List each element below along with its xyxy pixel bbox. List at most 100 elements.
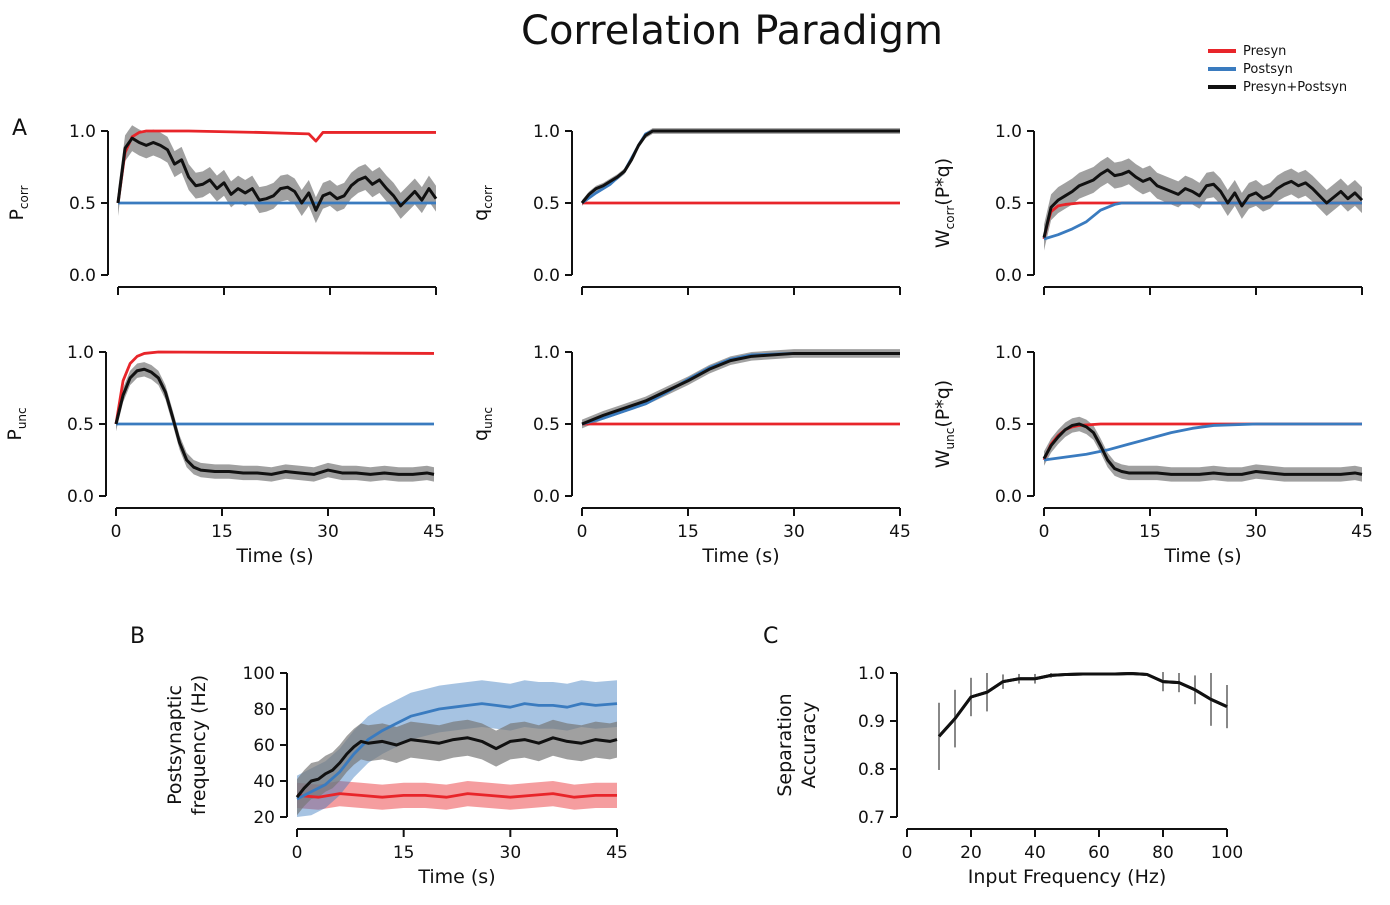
chart-a1-y-tick-label: 0.0 xyxy=(69,266,96,286)
chart-a6-x-tick-label: 15 xyxy=(1139,522,1161,542)
y-axis-label-main: W xyxy=(932,229,954,248)
chart-a2-line-postsyn xyxy=(581,129,900,205)
chart-a6-x-tick-label: 0 xyxy=(1039,522,1050,542)
chart-a6-y-tick-label: 1.0 xyxy=(995,343,1022,363)
y-axis-label-subscript: unc xyxy=(15,407,29,429)
chart-a2-line-presyn-postsyn xyxy=(580,129,900,204)
chart-a6-x-tick-label: 45 xyxy=(1351,522,1373,542)
legend-label-presyn: Presyn xyxy=(1243,44,1286,59)
chart-b-y-tick-label: 40 xyxy=(253,772,275,792)
chart-a5-x-axis-label: Time (s) xyxy=(701,545,779,567)
chart-c-line-overlay xyxy=(937,671,1228,738)
chart-b-y-tick-label: 60 xyxy=(253,736,275,756)
chart-a3-line-presyn xyxy=(1042,201,1362,240)
chart-a1-y-tick-label: 1.0 xyxy=(69,122,96,142)
y-axis-label-subscript: unc xyxy=(943,428,957,450)
y-axis-label-suffix: (P*q) xyxy=(932,380,954,428)
chart-a4-x-tick-label: 45 xyxy=(423,522,445,542)
panel-label-b: B xyxy=(130,624,145,649)
chart-a5: 0.0 0.5 1.0 0 15 30 45 Time (s) qunc xyxy=(470,343,911,567)
chart-a4-x-axis-label: Time (s) xyxy=(235,545,313,567)
chart-a3-line-postsyn xyxy=(1043,201,1362,241)
chart-a2-y-tick-label: 0.0 xyxy=(533,266,560,286)
chart-a2-y-tick-label: 1.0 xyxy=(533,122,560,142)
chart-c-x-tick-label: 40 xyxy=(1024,843,1046,863)
chart-c-y-tick-label: 0.8 xyxy=(858,760,885,780)
chart-b-y-tick-label: 100 xyxy=(243,664,275,684)
chart-c-x-tick-label: 80 xyxy=(1152,843,1174,863)
chart-a5-x-tick-label: 30 xyxy=(783,522,805,542)
chart-a5-line-postsyn xyxy=(581,352,900,426)
chart-a2-band-presyn-postsyn xyxy=(582,128,900,206)
chart-a2-y-tick-label: 0.5 xyxy=(533,194,560,214)
chart-a5-y-axis-label: qunc xyxy=(470,407,495,441)
chart-a1: 0.0 0.5 1.0 Pcorr xyxy=(6,122,438,295)
chart-b-x-tick-label: 0 xyxy=(292,843,303,863)
chart-a5-x-tick-label: 0 xyxy=(577,522,588,542)
chart-a2: 0.0 0.5 1.0 qcorr xyxy=(470,122,901,295)
chart-c-y-tick-label: 0.9 xyxy=(858,712,885,732)
chart-c-y-tick-label: 0.7 xyxy=(858,808,885,828)
chart-a5-y-tick-label: 0.0 xyxy=(533,487,560,507)
chart-a5-y-tick-label: 1.0 xyxy=(533,343,560,363)
y-axis-label-main: W xyxy=(932,449,954,468)
chart-a3-line-presyn-postsyn xyxy=(1042,168,1364,238)
chart-b-x-tick-label: 45 xyxy=(606,843,628,863)
chart-c-y-tick-label: 1.0 xyxy=(858,664,885,684)
chart-a6-x-tick-label: 30 xyxy=(1245,522,1267,542)
chart-a5-x-tick-label: 45 xyxy=(889,522,911,542)
chart-c-x-tick-label: 60 xyxy=(1088,843,1110,863)
chart-a4-line-presyn-postsyn xyxy=(114,367,435,476)
chart-b-line-presyn-postsyn xyxy=(295,736,618,799)
chart-b-line-presyn xyxy=(296,792,617,799)
y-axis-label-suffix: (P*q) xyxy=(932,158,954,206)
chart-a1-band-presyn-postsyn xyxy=(118,125,436,224)
chart-a3-band-presyn-postsyn xyxy=(1044,156,1362,251)
chart-a6-y-tick-label: 0.5 xyxy=(995,415,1022,435)
chart-a4: 0.0 0.5 1.0 0 15 30 45 Time (s) Punc xyxy=(4,343,445,567)
chart-a4-x-tick-label: 0 xyxy=(111,522,122,542)
chart-a6: 0.0 0.5 1.0 0 15 30 45 Time (s) Wunc(P*q) xyxy=(932,343,1373,567)
chart-b-y-axis-label: Postsynaptic frequency (Hz) xyxy=(164,675,210,815)
chart-b-x-axis-label: Time (s) xyxy=(417,866,495,888)
chart-c-x-tick-label: 0 xyxy=(902,843,913,863)
chart-a5-line-presyn-postsyn xyxy=(581,351,900,426)
chart-a4-y-tick-label: 0.5 xyxy=(67,415,94,435)
chart-b-x-tick-label: 30 xyxy=(500,843,522,863)
y-axis-label-main: q xyxy=(470,429,492,441)
chart-a4-y-axis-label: Punc xyxy=(4,407,29,440)
chart-c-line-presyn-postsyn xyxy=(937,671,1228,738)
chart-a5-x-tick-label: 15 xyxy=(677,522,699,542)
chart-a1-line-presyn-postsyn xyxy=(116,136,438,212)
y-axis-label-subscript: corr xyxy=(17,185,31,209)
chart-c: 0.7 0.8 0.9 1.0 0 20 40 60 80 100 Input Frequency … xyxy=(774,664,1243,888)
legend-label-postsyn: Postsyn xyxy=(1243,62,1293,77)
chart-a6-x-axis-label: Time (s) xyxy=(1163,545,1241,567)
chart-a4-x-tick-label: 30 xyxy=(317,522,339,542)
chart-c-x-tick-label: 20 xyxy=(960,843,982,863)
legend: Presyn Postsyn Presyn+Postsyn xyxy=(1208,44,1347,95)
panel-label-a: A xyxy=(12,116,27,141)
chart-b: 20 40 60 80 100 0 15 30 45 Time (s) Postsynaptic fr… xyxy=(164,664,628,888)
chart-a6-y-axis-label: Wunc(P*q) xyxy=(932,380,957,468)
chart-a4-x-tick-label: 15 xyxy=(211,522,233,542)
legend-label-presyn-postsyn: Presyn+Postsyn xyxy=(1243,80,1347,95)
chart-b-band-postsyn xyxy=(297,680,617,817)
y-axis-label-subscript: corr xyxy=(481,185,495,209)
y-axis-label-subscript: unc xyxy=(481,407,495,429)
y-axis-label-main: P xyxy=(4,429,26,440)
chart-a3-y-tick-label: 0.5 xyxy=(995,194,1022,214)
chart-a4-y-tick-label: 0.0 xyxy=(67,487,94,507)
chart-a2-y-axis-label: qcorr xyxy=(470,185,495,221)
chart-b-y-tick-label: 80 xyxy=(253,700,275,720)
chart-a5-y-tick-label: 0.5 xyxy=(533,415,560,435)
chart-b-x-tick-label: 15 xyxy=(393,843,415,863)
chart-a3-y-tick-label: 1.0 xyxy=(995,122,1022,142)
chart-a1-y-axis-label: Pcorr xyxy=(6,185,31,220)
chart-a6-line-postsyn xyxy=(1043,422,1362,462)
chart-c-y-axis-label: Separation Accuracy xyxy=(774,693,820,796)
chart-b-line-postsyn xyxy=(296,702,618,801)
chart-a4-line-presyn xyxy=(114,350,435,425)
y-axis-label-main: q xyxy=(470,209,492,221)
